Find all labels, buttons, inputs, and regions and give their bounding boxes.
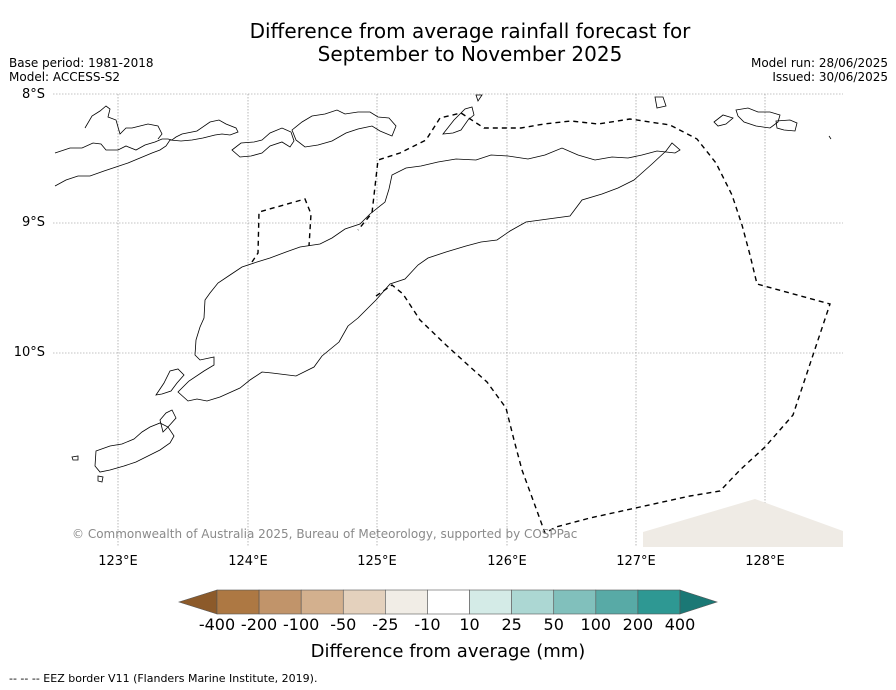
colorbar-swatch <box>553 589 597 615</box>
colorbar-tick-label: -400 <box>198 615 236 634</box>
meta-right: Model run: 28/06/2025 Issued: 30/06/2025 <box>751 56 888 84</box>
lon-label-125e: 125°E <box>357 554 397 569</box>
title-line-2: September to November 2025 <box>317 42 623 66</box>
eez-timor-leste-outline <box>357 112 831 535</box>
colorbar-tick-label: 100 <box>580 615 612 634</box>
map-title: Difference from average rainfall forecas… <box>0 20 896 66</box>
lon-label-126e: 126°E <box>487 554 527 569</box>
colorbar-tick-label: 50 <box>543 615 564 634</box>
eez-border <box>251 112 831 535</box>
raijua-island-outline <box>97 475 104 483</box>
colorbar-swatch <box>258 589 302 615</box>
eez-legend-footer: -- -- -- EEZ border V11 (Flanders Marine… <box>9 672 318 685</box>
rote-island-outline <box>155 368 185 396</box>
model-run: Model run: 28/06/2025 <box>750 56 888 70</box>
small-island-5 <box>475 94 483 102</box>
eez-oecusse-outline <box>251 198 312 263</box>
colorbar-tick-label: -50 <box>330 615 357 634</box>
title-line-1: Difference from average rainfall forecas… <box>249 19 691 43</box>
flores-east-outline <box>54 119 239 187</box>
colorbar-tick-label: 200 <box>622 615 654 634</box>
lembata-outline <box>84 105 163 140</box>
colorbar-tick-label: 25 <box>501 615 522 634</box>
colorbar-tick-label: -25 <box>372 615 399 634</box>
colorbar-swatch <box>637 589 681 615</box>
small-island-2 <box>713 114 734 127</box>
small-island-3 <box>735 107 781 129</box>
colorbar-swatch <box>595 589 639 615</box>
lon-label-128e: 128°E <box>745 554 785 569</box>
model-name: Model: ACCESS-S2 <box>9 70 121 84</box>
lon-label-123e: 123°E <box>98 554 138 569</box>
colorbar-tick-label: -100 <box>283 615 320 634</box>
colorbar-tick-label: 10 <box>459 615 480 634</box>
lon-label-127e: 127°E <box>616 554 656 569</box>
alor-island-outline <box>291 109 397 148</box>
colorbar <box>178 589 718 615</box>
semau-island-outline <box>159 409 177 433</box>
lat-label-9s: 9°S <box>21 215 45 230</box>
pantar-island-outline <box>231 127 295 158</box>
colorbar-swatch <box>469 589 512 615</box>
colorbar-swatch <box>511 589 555 615</box>
colorbar-swatch <box>216 589 260 615</box>
lat-label-10s: 10°S <box>13 345 45 360</box>
colorbar-tick-label: -10 <box>414 615 441 634</box>
wetar-fragment-outline <box>442 106 475 135</box>
colorbar-swatch <box>427 589 470 615</box>
colorbar-extend-high <box>679 589 718 615</box>
meta-left: Base period: 1981-2018 Model: ACCESS-S2 <box>9 56 154 84</box>
small-island-6 <box>828 135 832 140</box>
graticule <box>53 93 843 547</box>
ndao-island-outline <box>94 422 175 473</box>
colorbar-title: Difference from average (mm) <box>310 641 586 662</box>
colorbar-swatch <box>300 589 344 615</box>
coastlines <box>54 94 832 483</box>
australia-landmass <box>643 499 843 547</box>
copyright-notice: © Commonwealth of Australia 2025, Bureau… <box>72 527 578 541</box>
colorbar-extend-low <box>178 589 218 615</box>
savu-island-outline <box>71 455 79 461</box>
colorbar-swatch <box>385 589 428 615</box>
lon-label-124e: 124°E <box>228 554 268 569</box>
colorbar-tick-label: 400 <box>664 615 696 634</box>
small-island-1 <box>654 96 667 109</box>
colorbar-tick-label: -200 <box>240 615 278 634</box>
base-period: Base period: 1981-2018 <box>9 56 154 70</box>
lat-label-8s: 8°S <box>21 87 45 102</box>
small-island-4 <box>775 119 798 132</box>
colorbar-swatch <box>342 589 386 615</box>
timor-island-outline <box>177 142 681 402</box>
issued-date: Issued: 30/06/2025 <box>772 70 888 84</box>
